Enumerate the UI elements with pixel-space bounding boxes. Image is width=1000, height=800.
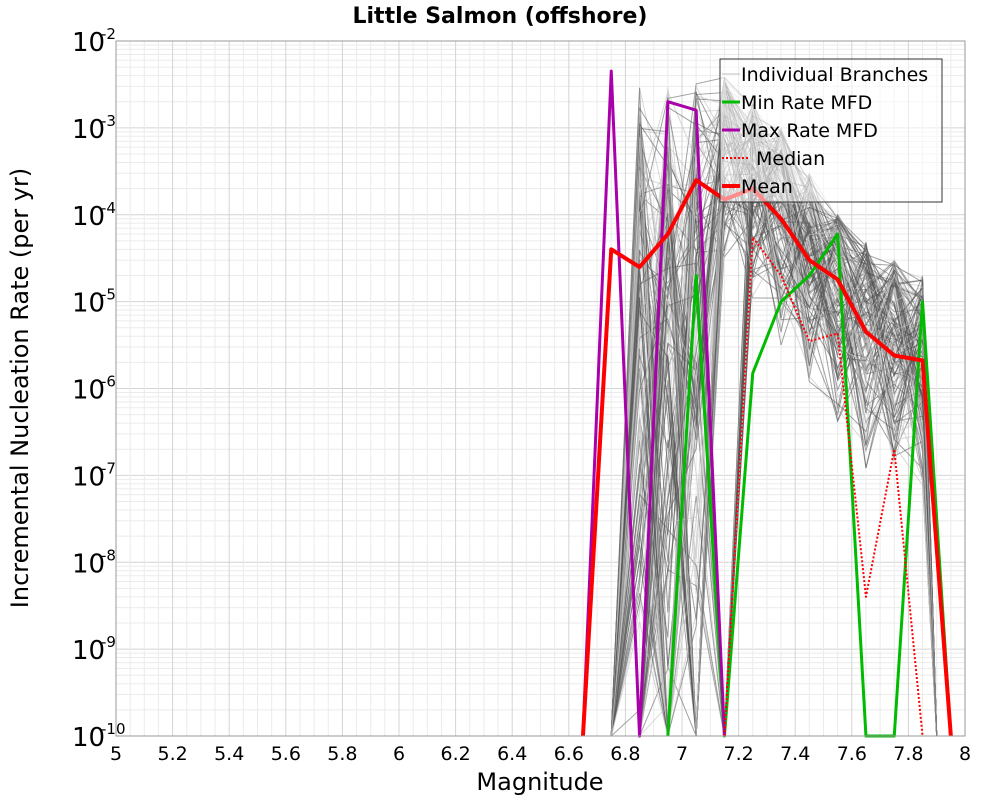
y-tick-base: 10: [72, 376, 105, 406]
y-tick-exponent: -4: [101, 199, 116, 217]
y-tick-base: 10: [72, 549, 105, 579]
y-tick-base: 10: [72, 636, 105, 666]
x-tick-label: 7: [676, 743, 688, 765]
y-tick: 10-5: [72, 286, 116, 319]
mean-line: [580, 178, 953, 737]
x-tick-label: 8: [959, 743, 971, 765]
y-tick-exponent: -10: [101, 720, 126, 738]
y-tick-exponent: -7: [101, 459, 116, 477]
legend-label: Individual Branches: [741, 64, 928, 86]
x-tick-label: 6.6: [554, 743, 584, 765]
x-tick-label: 7.2: [723, 743, 753, 765]
y-tick-base: 10: [72, 462, 105, 492]
y-tick: 10-8: [72, 546, 116, 579]
y-tick-exponent: -8: [101, 546, 116, 564]
legend-label: Mean: [741, 176, 793, 198]
plot-area: [115, 40, 966, 737]
x-ticks: 5 5.2 5.4 5.6 5.8 6 6.2 6.4 6.6 6.8 7 7.2 7.4 7.6 7.8 8: [110, 743, 971, 765]
y-tick-exponent: -9: [101, 633, 116, 651]
y-tick-base: 10: [72, 289, 105, 319]
x-tick-label: 6.4: [497, 743, 527, 765]
y-tick: 10-6: [72, 373, 116, 406]
branch-curve: [597, 100, 938, 737]
x-tick-label: 5.6: [271, 743, 301, 765]
legend-label: Min Rate MFD: [741, 92, 872, 114]
y-tick-base: 10: [72, 723, 105, 753]
x-tick-label: 5: [110, 743, 122, 765]
x-tick-label: 6.2: [440, 743, 470, 765]
x-tick-label: 7.4: [780, 743, 810, 765]
y-tick-exponent: -6: [101, 373, 116, 391]
x-tick-label: 7.8: [893, 743, 923, 765]
y-axis-label: Incremental Nucleation Rate (per yr): [6, 168, 34, 608]
legend-box: [719, 58, 943, 203]
x-tick-label: 6: [393, 743, 405, 765]
x-tick-label: 5.4: [214, 743, 244, 765]
y-tick-base: 10: [72, 115, 105, 145]
y-tick-base: 10: [72, 28, 105, 58]
x-axis-label: Magnitude: [476, 768, 603, 796]
y-tick: 10-9: [72, 633, 116, 666]
branch-curve: [597, 133, 938, 737]
series-lines: [580, 69, 953, 738]
legend-label: Median: [756, 148, 825, 170]
branch-curve: [597, 137, 938, 737]
y-tick-exponent: -2: [101, 25, 116, 43]
x-tick-label: 6.8: [610, 743, 640, 765]
branch-curve: [597, 86, 938, 737]
max-rate-mfd-line: [581, 69, 726, 738]
min-rate-mfd-line: [666, 232, 953, 738]
y-tick-base: 10: [72, 202, 105, 232]
y-tick-exponent: -3: [101, 112, 116, 130]
x-tick-label: 5.2: [157, 743, 187, 765]
median-line: [723, 236, 924, 737]
y-tick: 10-10: [72, 720, 126, 753]
x-tick-label: 7.6: [837, 743, 867, 765]
chart-title: Little Salmon (offshore): [353, 4, 648, 29]
y-tick: 10-3: [72, 112, 116, 145]
legend-label: Max Rate MFD: [741, 120, 878, 142]
y-tick: 10-7: [72, 459, 116, 492]
legend: Individual Branches Min Rate MFD Max Rate …: [719, 58, 943, 203]
x-tick-label: 5.8: [327, 743, 357, 765]
y-tick: 10-4: [72, 199, 116, 232]
y-tick: 10-2: [72, 25, 116, 58]
y-tick-exponent: -5: [101, 286, 116, 304]
